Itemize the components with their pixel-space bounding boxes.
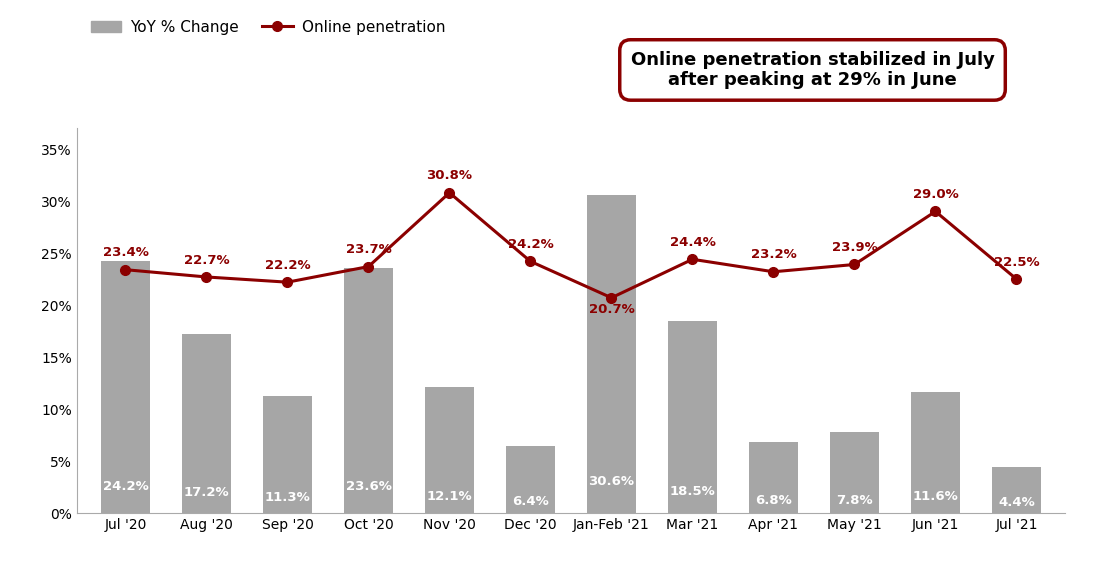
Text: 6.4%: 6.4% (512, 495, 549, 508)
Text: 17.2%: 17.2% (183, 486, 229, 498)
Text: 6.8%: 6.8% (755, 494, 792, 507)
Text: 29.0%: 29.0% (912, 188, 959, 201)
Bar (911, 392, 960, 513)
Text: 22.5%: 22.5% (994, 256, 1040, 269)
Text: 18.5%: 18.5% (670, 484, 715, 498)
Bar (264, 395, 312, 513)
Bar (344, 268, 393, 513)
Legend: YoY % Change, Online penetration: YoY % Change, Online penetration (85, 13, 451, 41)
Bar (506, 447, 554, 513)
Text: 4.4%: 4.4% (998, 496, 1034, 510)
Text: Online penetration stabilized in July
after peaking at 29% in June: Online penetration stabilized in July af… (630, 51, 995, 89)
Bar (669, 321, 717, 513)
Text: 23.4%: 23.4% (102, 246, 148, 259)
Text: 22.2%: 22.2% (265, 259, 311, 272)
Text: 11.6%: 11.6% (912, 490, 959, 503)
Text: 23.6%: 23.6% (346, 480, 391, 493)
Text: 11.3%: 11.3% (265, 491, 311, 504)
Text: 30.8%: 30.8% (426, 169, 472, 182)
Text: 24.2%: 24.2% (507, 238, 553, 251)
Text: 23.7%: 23.7% (346, 243, 391, 256)
Text: 23.9%: 23.9% (831, 241, 877, 254)
Bar (830, 432, 878, 513)
Bar (587, 195, 636, 513)
Bar (993, 468, 1041, 513)
Text: 24.2%: 24.2% (102, 480, 148, 493)
Text: 30.6%: 30.6% (589, 475, 635, 487)
Bar (182, 334, 231, 513)
Bar (425, 387, 473, 513)
Text: 20.7%: 20.7% (589, 304, 635, 317)
Text: 12.1%: 12.1% (427, 490, 472, 503)
Text: 23.2%: 23.2% (751, 248, 796, 261)
Text: 22.7%: 22.7% (183, 254, 229, 266)
Text: 7.8%: 7.8% (837, 494, 873, 507)
Bar (749, 442, 798, 513)
Bar (101, 261, 149, 513)
Text: 24.4%: 24.4% (670, 236, 716, 249)
